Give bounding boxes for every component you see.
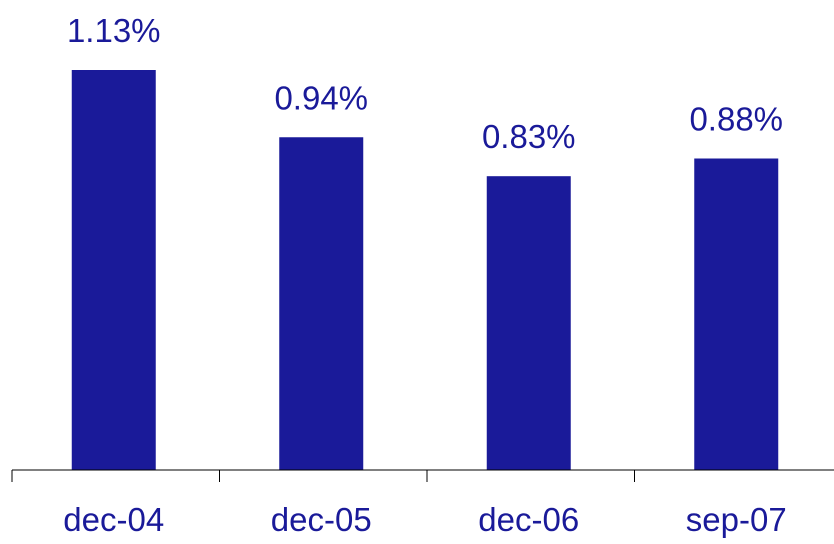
bar-dec-05 (279, 137, 364, 470)
bars-group (71, 70, 779, 470)
x-tick-label-dec-04: dec-04 (63, 501, 164, 538)
bar-sep-07 (694, 158, 779, 470)
data-label-dec-06: 0.83% (482, 118, 576, 155)
bar-dec-06 (486, 176, 571, 470)
data-label-dec-05: 0.94% (274, 79, 368, 116)
value-labels-group: 1.13% 0.94% 0.83% 0.88% (67, 12, 783, 155)
x-tick-label-dec-06: dec-06 (478, 501, 579, 538)
data-label-sep-07: 0.88% (689, 100, 783, 137)
data-label-dec-04: 1.13% (67, 12, 161, 49)
x-tick-label-dec-05: dec-05 (271, 501, 372, 538)
x-axis-labels-group: dec-04 dec-05 dec-06 sep-07 (63, 501, 786, 538)
bar-dec-04 (71, 70, 156, 470)
x-axis-ticks-group (11, 470, 635, 482)
x-tick-label-sep-07: sep-07 (686, 501, 787, 538)
